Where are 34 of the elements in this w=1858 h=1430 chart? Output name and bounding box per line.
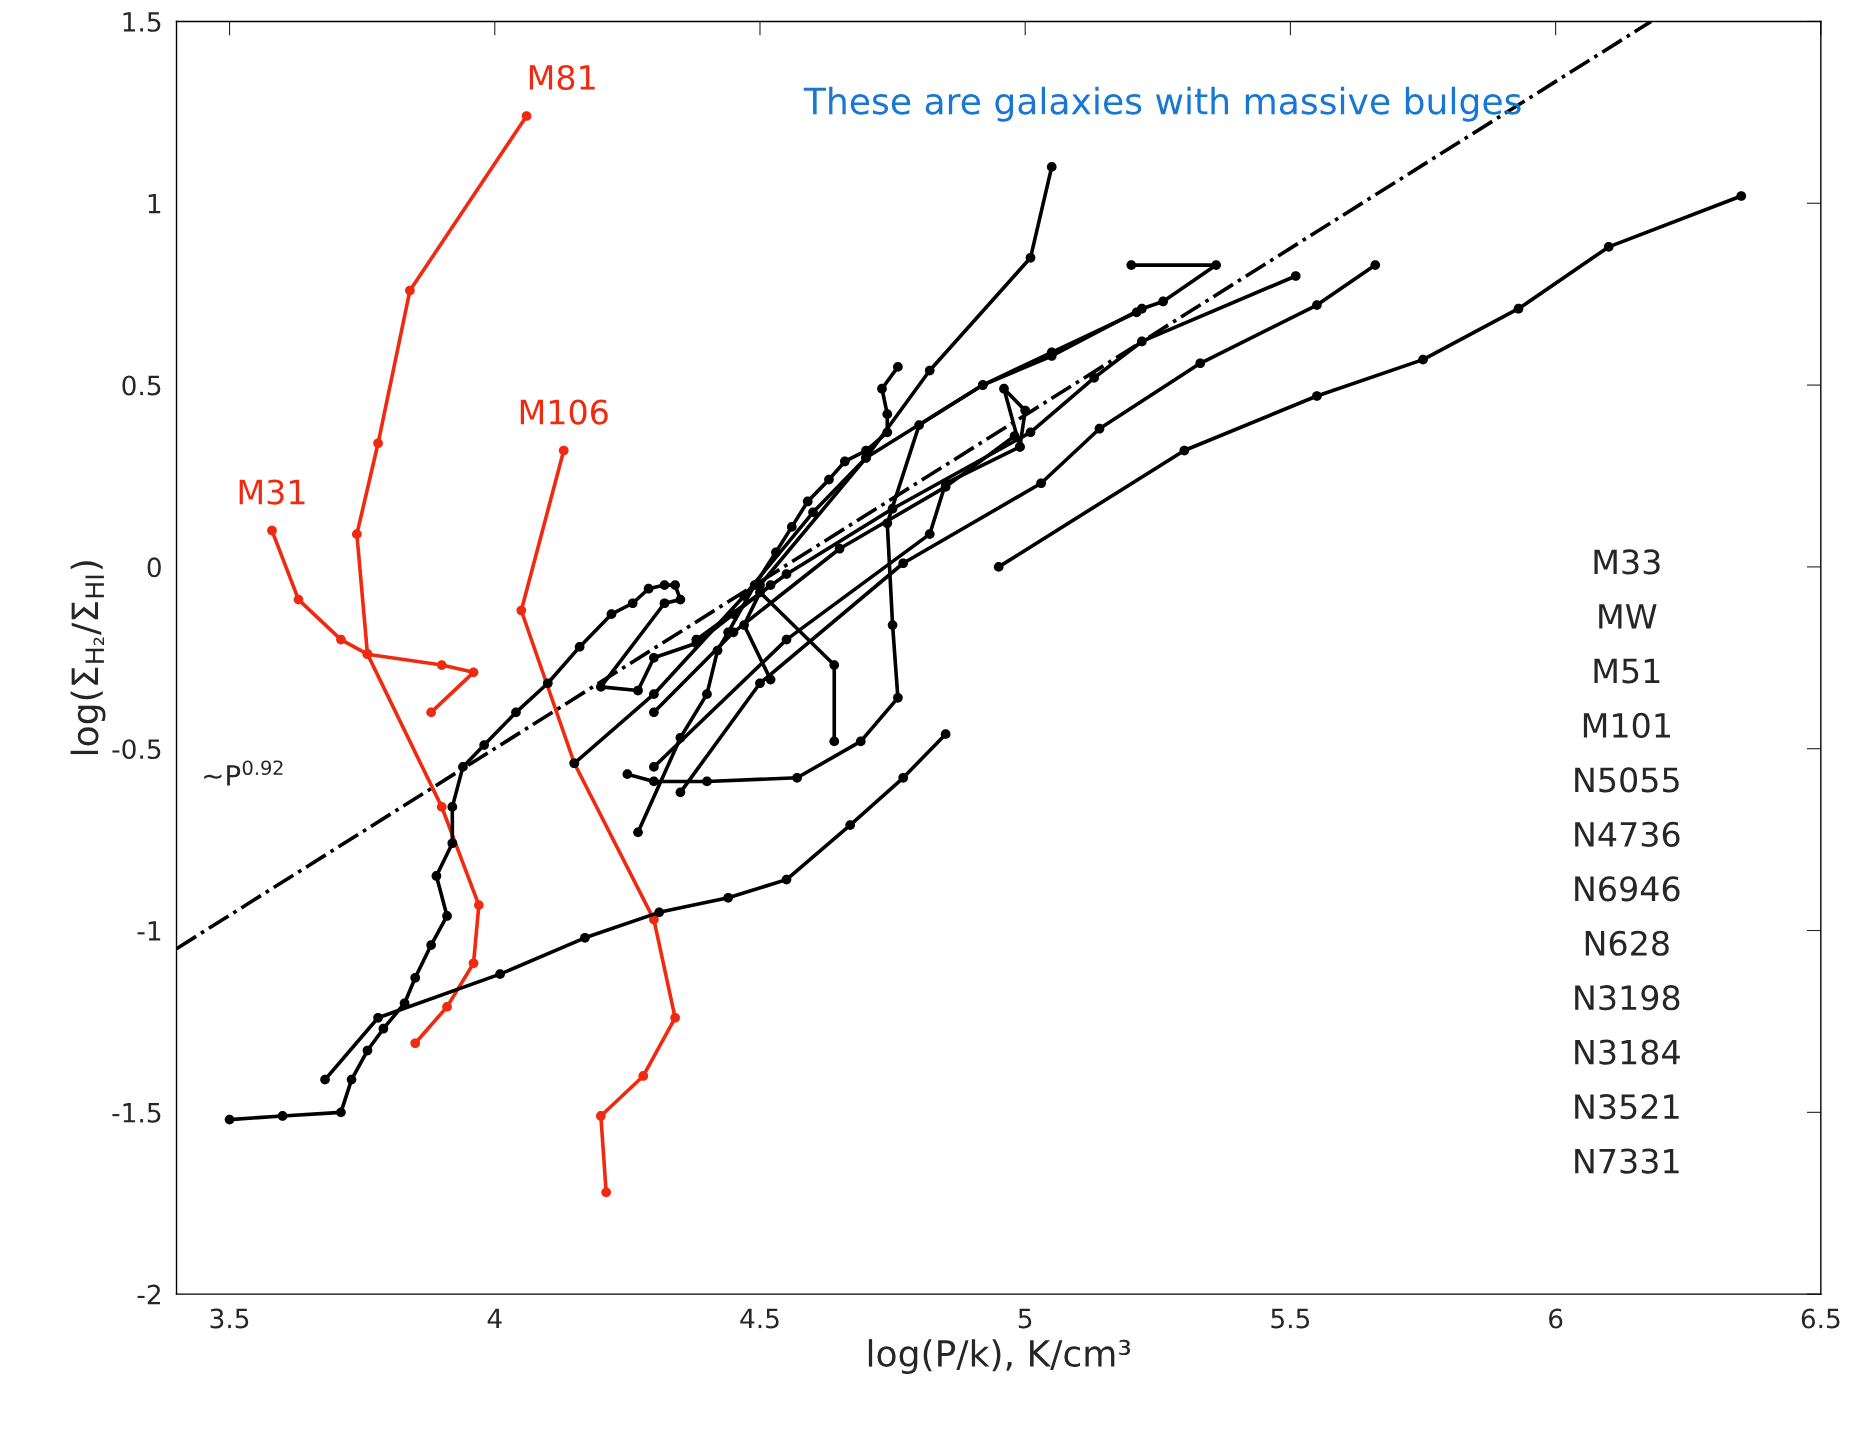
x-tick-label: 5.5 bbox=[1271, 1308, 1310, 1329]
annotation: N628 bbox=[1585, 930, 1669, 956]
x-axis-title: log(P/k), K/cm³ bbox=[868, 1339, 1131, 1375]
annotation: N7331 bbox=[1575, 1148, 1679, 1174]
y-tick-label: -1 bbox=[137, 921, 161, 941]
annotation: N3198 bbox=[1575, 985, 1680, 1011]
x-tick-label: 5 bbox=[1018, 1308, 1032, 1329]
y-tick-label: -0.5 bbox=[112, 739, 161, 760]
y-tick-label: 1 bbox=[148, 194, 161, 214]
annotation: N6946 bbox=[1575, 876, 1680, 902]
y-axis-title: log(Σ$_{H₂}$/Σ$_{HI}$) bbox=[70, 561, 106, 755]
x-tick-label: 3.5 bbox=[210, 1308, 249, 1329]
x-tick-label: 6 bbox=[1549, 1308, 1563, 1329]
annotation: ~P$^{0.92}$ bbox=[204, 760, 283, 786]
series-label: M31 bbox=[239, 479, 305, 505]
annotation: MW bbox=[1599, 604, 1657, 629]
y-tick-label: -1.5 bbox=[112, 1103, 161, 1123]
y-tick-label: 1.5 bbox=[123, 12, 161, 32]
x-tick-label: 6.5 bbox=[1801, 1308, 1840, 1329]
x-tick-label: 4 bbox=[487, 1308, 502, 1329]
annotation: N5055 bbox=[1575, 767, 1679, 793]
series-label: M106 bbox=[520, 399, 608, 425]
annotation: N3521 bbox=[1575, 1094, 1679, 1120]
y-tick-label: 0 bbox=[147, 557, 161, 578]
y-tick-label: -2 bbox=[137, 1284, 160, 1305]
x-tick-label: 4.5 bbox=[740, 1308, 779, 1329]
y-tick-label: 0.5 bbox=[122, 375, 161, 396]
annotation: These are galaxies with massive bulges bbox=[803, 86, 1521, 122]
annotation: N4736 bbox=[1575, 821, 1680, 847]
series-label: M81 bbox=[529, 64, 595, 91]
annotation: M51 bbox=[1594, 658, 1660, 684]
annotation: N3184 bbox=[1575, 1039, 1680, 1065]
annotation: M33 bbox=[1594, 549, 1660, 575]
annotation: M101 bbox=[1583, 712, 1670, 738]
